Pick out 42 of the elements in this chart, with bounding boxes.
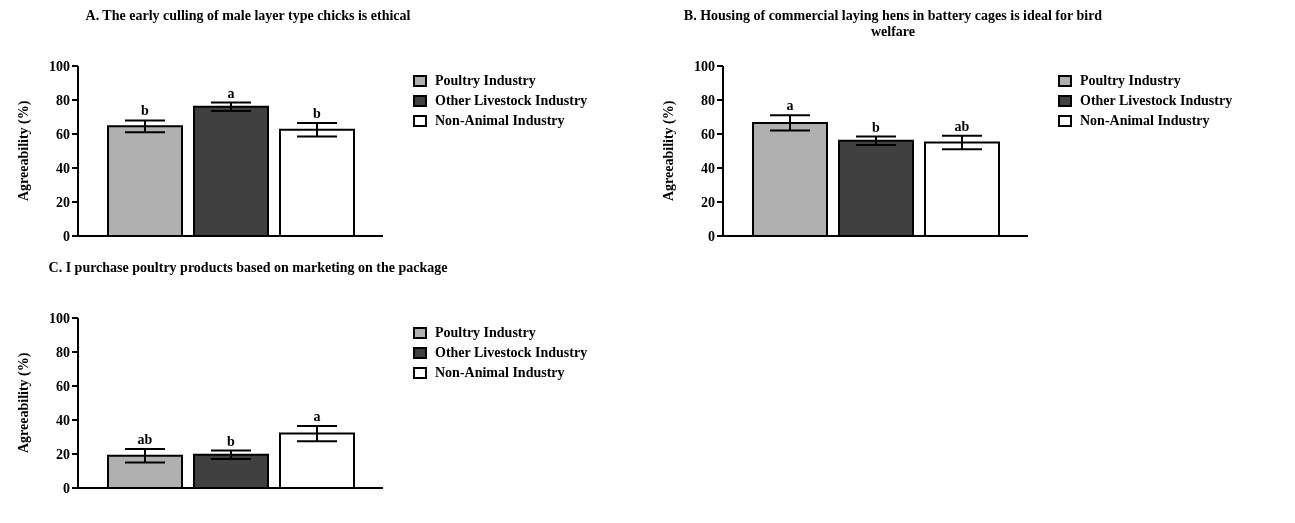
y-tick-label: 0 <box>63 480 70 496</box>
legend-label: Poultry Industry <box>435 325 536 341</box>
y-tick-label: 40 <box>56 160 70 176</box>
data-label: b <box>872 119 881 135</box>
y-axis-title: Agreeability (%) <box>15 100 32 201</box>
y-tick-label: 0 <box>708 228 715 244</box>
data-label: b <box>313 105 322 121</box>
chart-title: A. The early culling of male layer type chicks is ethical <box>84 8 412 25</box>
chart-title: C. I purchase poultry products based on marketing on the package <box>47 260 449 277</box>
legend-label: Other Livestock Industry <box>1080 93 1233 109</box>
y-axis-title: Agreeability (%) <box>15 352 32 453</box>
y-tick-label: 100 <box>49 310 70 326</box>
y-tick-label: 60 <box>56 126 70 142</box>
y-tick-label: 80 <box>56 92 70 108</box>
data-label: a <box>227 85 235 101</box>
chart-title: B. Housing of commercial laying hens in battery cages is ideal for bird welfare <box>682 8 1104 41</box>
y-tick-label: 80 <box>56 344 70 360</box>
legend-label: Non-Animal Industry <box>1080 113 1210 129</box>
y-tick-label: 100 <box>49 58 70 74</box>
y-tick-label: 80 <box>701 92 715 108</box>
y-tick-label: 40 <box>701 160 715 176</box>
data-label: a <box>313 408 321 424</box>
y-tick-label: 20 <box>56 446 70 462</box>
y-tick-label: 0 <box>63 228 70 244</box>
y-tick-label: 100 <box>694 58 715 74</box>
data-label: b <box>227 433 236 449</box>
y-tick-label: 20 <box>56 194 70 210</box>
y-tick-label: 20 <box>701 194 715 210</box>
data-label: a <box>786 98 794 114</box>
legend-label: Other Livestock Industry <box>435 345 588 361</box>
legend-label: Non-Animal Industry <box>435 113 565 129</box>
legend-label: Other Livestock Industry <box>435 93 588 109</box>
y-axis-title: Agreeability (%) <box>660 100 677 201</box>
y-tick-label: 60 <box>701 126 715 142</box>
data-label: ab <box>954 118 970 134</box>
legend-label: Poultry Industry <box>1080 73 1181 89</box>
legend-label: Non-Animal Industry <box>435 365 565 381</box>
data-label: ab <box>137 431 153 447</box>
y-tick-label: 40 <box>56 412 70 428</box>
data-label: b <box>141 103 150 119</box>
y-tick-label: 60 <box>56 378 70 394</box>
legend-label: Poultry Industry <box>435 73 536 89</box>
